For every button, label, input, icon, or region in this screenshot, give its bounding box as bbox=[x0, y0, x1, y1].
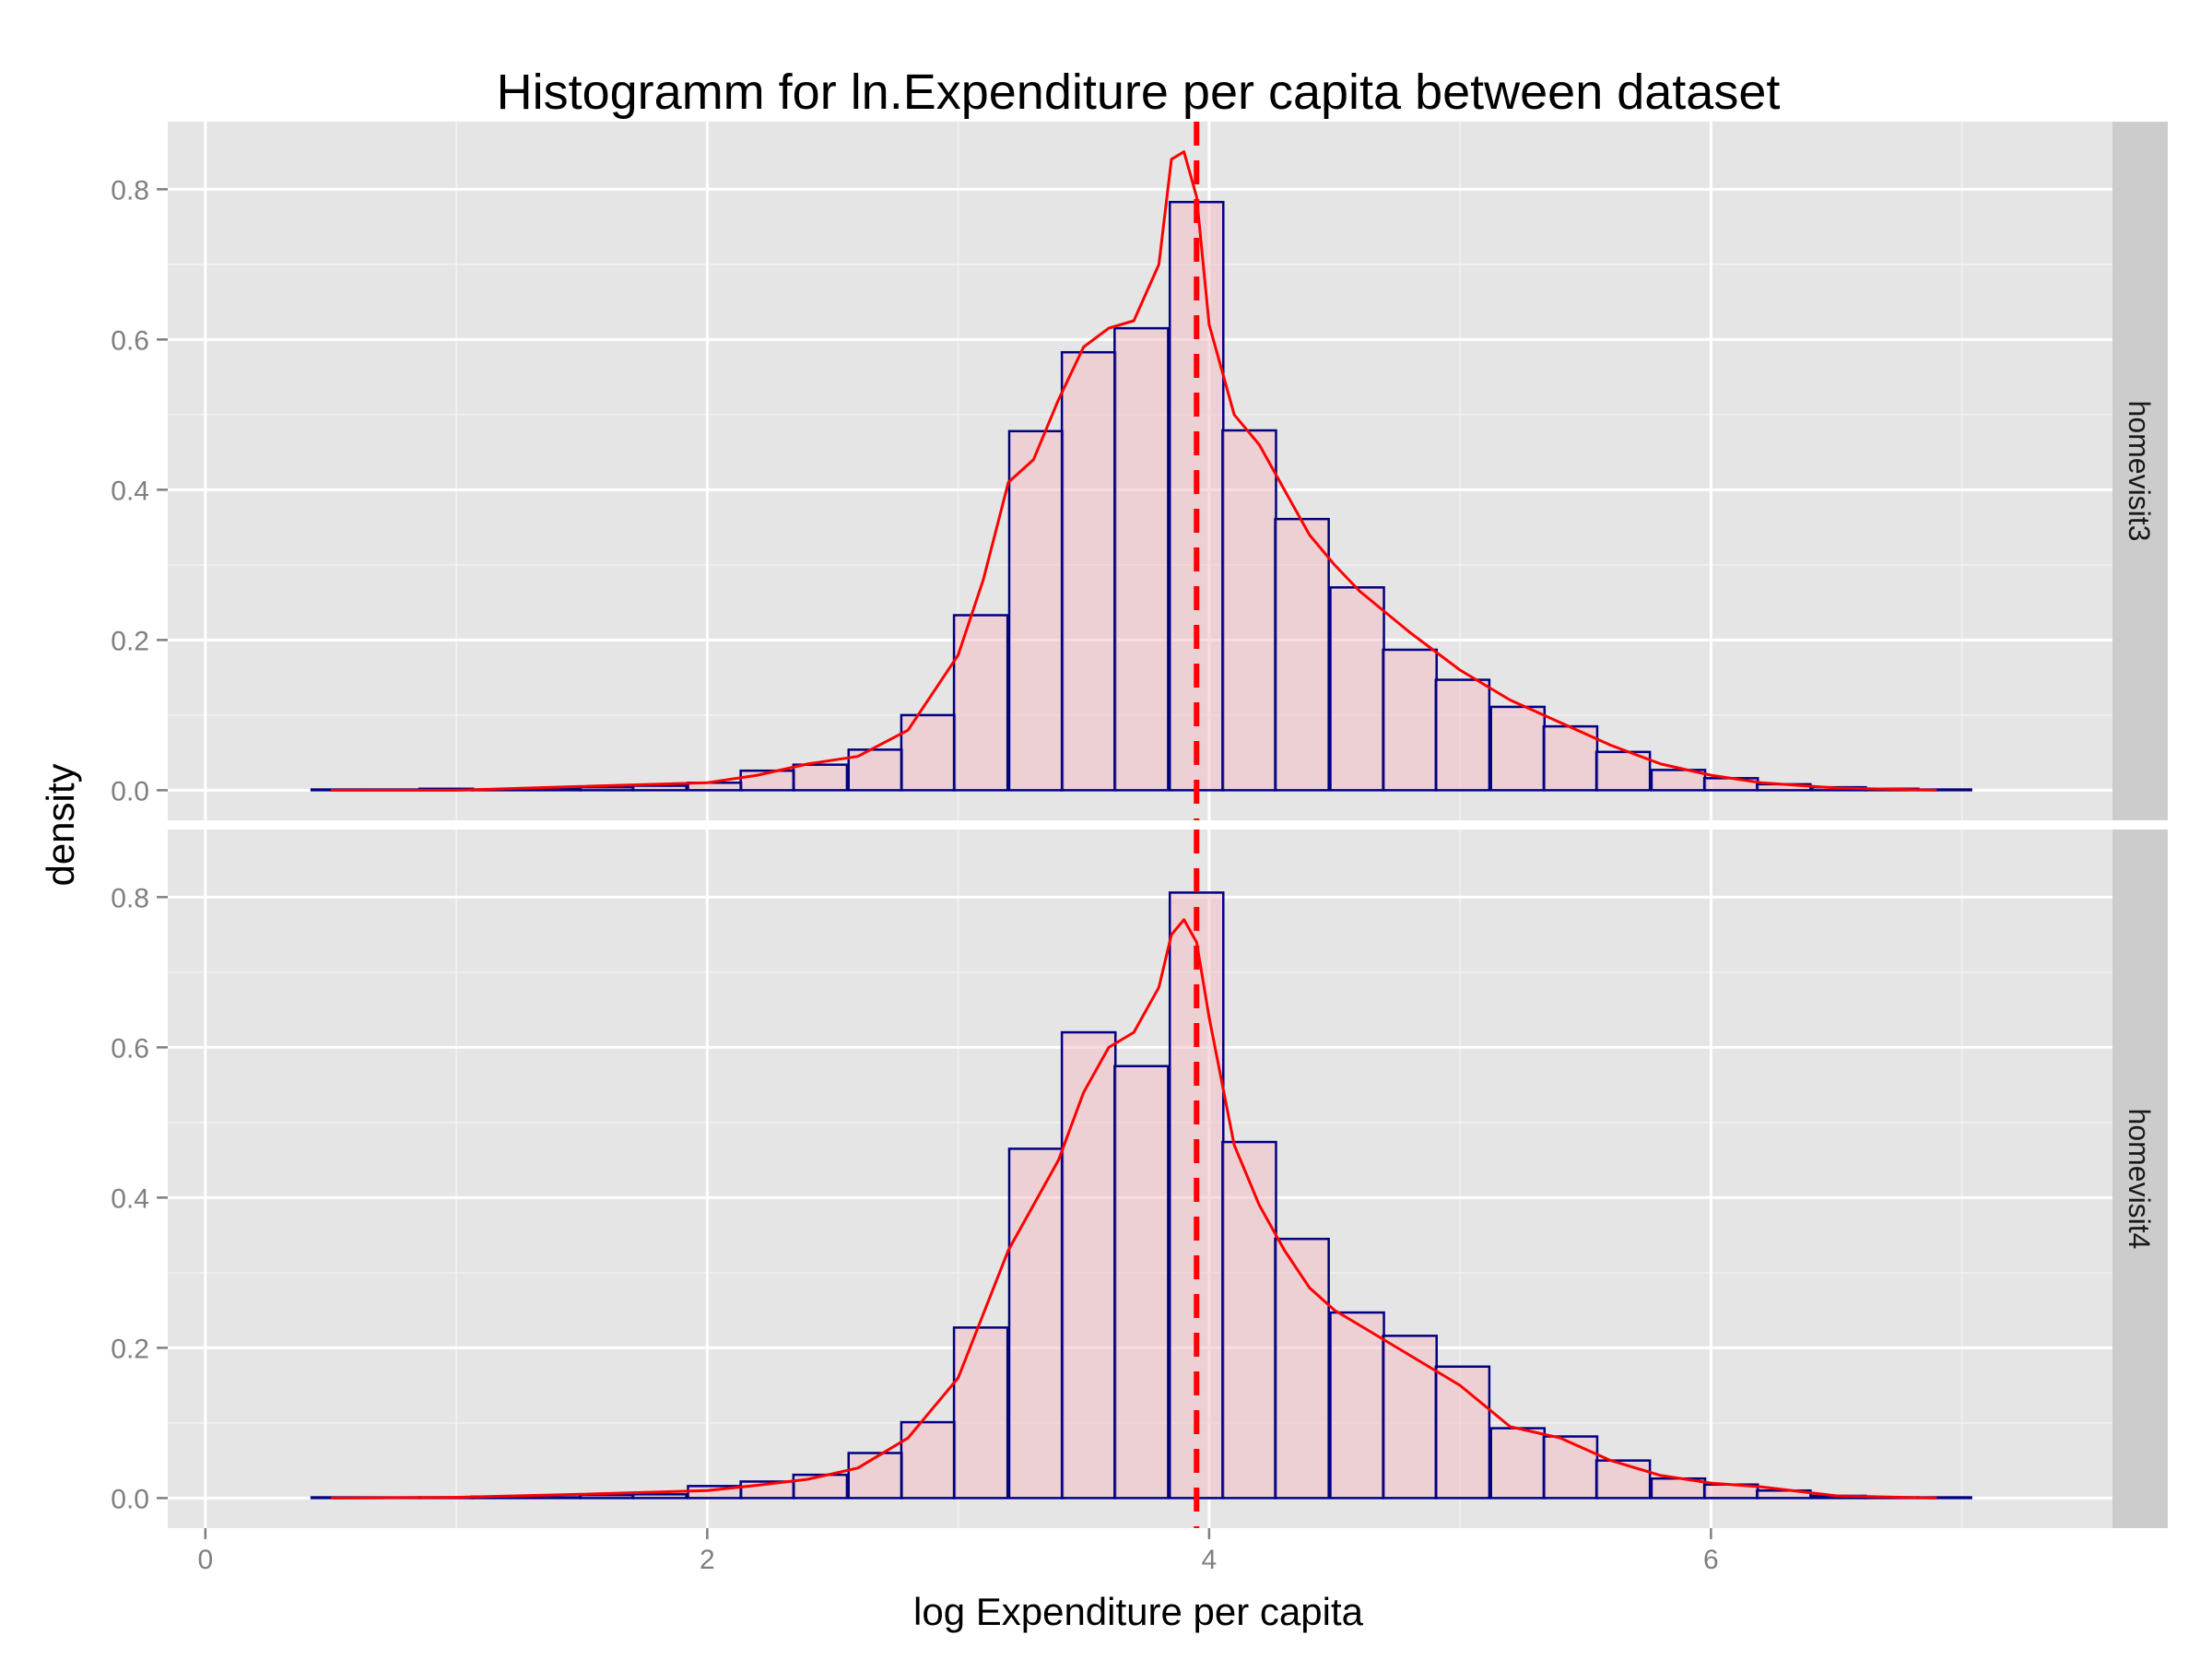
y-tick-label: 0.0 bbox=[111, 776, 149, 806]
panel-homevisit4: homevisit4 bbox=[168, 830, 2168, 1528]
y-tick-label: 0.2 bbox=[111, 1334, 149, 1364]
y-tick-label: 0.4 bbox=[111, 476, 149, 506]
histogram-bar bbox=[1113, 1065, 1170, 1500]
histogram-bar bbox=[579, 1493, 635, 1500]
histogram-bar bbox=[1594, 750, 1652, 792]
histogram-bar bbox=[1542, 1435, 1599, 1500]
strip-background bbox=[2112, 830, 2168, 1528]
histogram-bar bbox=[952, 1326, 1009, 1500]
histogram-bar bbox=[631, 784, 688, 792]
y-axis-ticks: 0.0 0.2 0.4 0.6 0.8 0.0 0.2 0.4 0.6 0.8 bbox=[111, 175, 168, 1514]
density-curve bbox=[330, 918, 1937, 1500]
x-tick-label: 0 bbox=[197, 1545, 213, 1575]
panel-homevisit3: homevisit3 bbox=[168, 122, 2168, 820]
histogram-bar bbox=[1274, 1237, 1330, 1500]
histogram-bar bbox=[792, 763, 849, 792]
histogram-bar bbox=[1274, 517, 1330, 792]
histogram-bar bbox=[1060, 1030, 1117, 1500]
y-tick-label: 0.6 bbox=[111, 325, 149, 356]
y-tick-label: 0.2 bbox=[111, 626, 149, 656]
y-axis-label: density bbox=[39, 763, 82, 886]
x-axis-ticks: 0 2 4 6 bbox=[197, 1528, 1719, 1575]
histogram-bar bbox=[1221, 1140, 1277, 1500]
panel-label: homevisit4 bbox=[2123, 1109, 2156, 1250]
histogram-bar bbox=[1060, 350, 1117, 792]
y-tick-label: 0.8 bbox=[111, 175, 149, 206]
x-tick-label: 6 bbox=[1703, 1545, 1719, 1575]
y-tick-label: 0.6 bbox=[111, 1033, 149, 1064]
density-line bbox=[331, 150, 1937, 792]
histogram-bar bbox=[1489, 705, 1547, 792]
histogram-bar bbox=[847, 1452, 904, 1500]
density-curve bbox=[331, 150, 1937, 792]
density-line bbox=[330, 918, 1937, 1500]
histogram-bar bbox=[1489, 1427, 1547, 1500]
histogram-bar bbox=[1113, 326, 1170, 792]
histogram-bar bbox=[579, 785, 635, 792]
histogram-bars bbox=[310, 200, 1972, 792]
y-tick-label: 0.0 bbox=[111, 1484, 149, 1514]
chart-title: Histogramm for ln.Expenditure per capita… bbox=[497, 65, 1781, 120]
histogram-bar bbox=[1594, 1459, 1652, 1500]
panel-label: homevisit3 bbox=[2123, 401, 2156, 542]
y-tick-label: 0.4 bbox=[111, 1183, 149, 1214]
histogram-bars bbox=[310, 891, 1972, 1500]
y-tick-label: 0.8 bbox=[111, 883, 149, 913]
histogram-bar bbox=[525, 1496, 582, 1500]
histogram-bar bbox=[1221, 429, 1277, 792]
histogram-bar bbox=[900, 1420, 957, 1500]
histogram-bar bbox=[1382, 648, 1438, 792]
histogram-bar bbox=[792, 1473, 849, 1500]
x-axis-label: log Expenditure per capita bbox=[913, 1590, 1364, 1633]
histogram-bar bbox=[631, 1493, 688, 1500]
strip-background bbox=[2112, 122, 2168, 820]
histogram-bar bbox=[1329, 1311, 1385, 1500]
histogram-bar bbox=[1007, 429, 1065, 792]
x-tick-label: 4 bbox=[1202, 1545, 1218, 1575]
x-tick-label: 2 bbox=[700, 1545, 715, 1575]
histogram-bar bbox=[1007, 1147, 1065, 1500]
histogram-bar bbox=[1434, 678, 1491, 792]
histogram-bar bbox=[1382, 1335, 1438, 1500]
histogram-bar bbox=[1329, 586, 1385, 792]
